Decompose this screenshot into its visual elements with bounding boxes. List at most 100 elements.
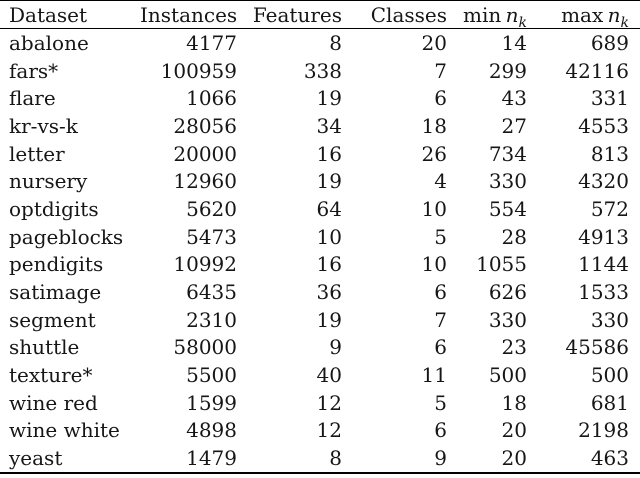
cell-max_nk: 331 (590, 86, 629, 111)
table-row: letter 20000 16 26 734 813 (0, 140, 640, 168)
cell-features: 9 (329, 335, 342, 360)
table-row: yeast 1479 8 9 20 463 (0, 444, 640, 473)
table-body: abalone 4177 8 20 14 689 fars* 100959 338 7 299 421… (0, 29, 640, 474)
cell-max_nk: 1533 (578, 280, 629, 305)
cell-dataset: satimage (9, 280, 102, 305)
cell-dataset: wine red (9, 390, 98, 415)
cell-features: 16 (316, 252, 342, 277)
cell-instances: 5500 (186, 363, 237, 388)
table-row: flare 1066 19 6 43 331 (0, 84, 640, 112)
cell-instances: 4898 (186, 418, 237, 443)
cell-max_nk: 463 (590, 446, 629, 471)
cell-dataset: yeast (9, 446, 63, 471)
cell-max_nk: 45586 (565, 335, 629, 360)
cell-classes: 10 (421, 252, 447, 277)
cell-classes: 20 (421, 30, 447, 55)
math-subscript-k: k (518, 14, 527, 31)
cell-dataset: fars* (9, 58, 59, 83)
table-row: nursery 12960 19 4 330 4320 (0, 167, 640, 195)
table-row: texture* 5500 40 11 500 500 (0, 361, 640, 389)
table-row: fars* 100959 338 7 299 42116 (0, 57, 640, 85)
cell-classes: 5 (434, 224, 447, 249)
cell-instances: 100959 (160, 58, 237, 83)
cell-dataset: texture* (9, 363, 93, 388)
cell-min_nk: 23 (501, 335, 527, 360)
cell-min_nk: 14 (501, 30, 527, 55)
col-header-classes: Classes (342, 0, 447, 29)
min-operator-label: min (462, 2, 502, 27)
cell-instances: 6435 (186, 280, 237, 305)
cell-max_nk: 330 (590, 307, 629, 332)
cell-features: 64 (316, 196, 342, 221)
cell-features: 34 (316, 113, 342, 138)
table-row: segment 2310 19 7 330 330 (0, 306, 640, 334)
header-row: Dataset Instances Features Classes min nk… (0, 0, 640, 31)
cell-dataset: pendigits (9, 252, 104, 277)
cell-classes: 7 (434, 307, 447, 332)
table-row: wine white 4898 12 6 20 2198 (0, 417, 640, 445)
cell-features: 10 (316, 224, 342, 249)
col-header-max-nk: max nk (527, 0, 640, 31)
cell-max_nk: 572 (590, 196, 629, 221)
cell-instances: 12960 (173, 169, 237, 194)
cell-features: 19 (316, 86, 342, 111)
math-subscript-k: k (620, 14, 629, 31)
cell-classes: 5 (434, 390, 447, 415)
cell-max_nk: 4320 (578, 169, 629, 194)
cell-classes: 6 (434, 418, 447, 443)
cell-features: 8 (329, 446, 342, 471)
cell-instances: 1479 (186, 446, 237, 471)
cell-classes: 10 (421, 196, 447, 221)
max-operator-label: max (561, 2, 604, 27)
cell-classes: 6 (434, 335, 447, 360)
cell-dataset: letter (9, 141, 65, 166)
table-row: abalone 4177 8 20 14 689 (0, 29, 640, 57)
cell-features: 8 (329, 30, 342, 55)
cell-max_nk: 689 (590, 30, 629, 55)
cell-classes: 4 (434, 169, 447, 194)
cell-dataset: flare (9, 86, 56, 111)
cell-features: 338 (303, 58, 342, 83)
cell-min_nk: 18 (501, 390, 527, 415)
col-header-features: Features (237, 0, 342, 29)
cell-min_nk: 626 (488, 280, 527, 305)
table-row: wine red 1599 12 5 18 681 (0, 389, 640, 417)
cell-max_nk: 813 (590, 141, 629, 166)
cell-features: 12 (316, 390, 342, 415)
cell-classes: 6 (434, 280, 447, 305)
table-row: shuttle 58000 9 6 23 45586 (0, 334, 640, 362)
cell-min_nk: 500 (488, 363, 527, 388)
cell-instances: 1599 (186, 390, 237, 415)
cell-features: 19 (316, 169, 342, 194)
table-row: pendigits 10992 16 10 1055 1144 (0, 251, 640, 279)
math-var-n: n (505, 2, 519, 27)
cell-features: 12 (316, 418, 342, 443)
cell-features: 16 (316, 141, 342, 166)
cell-dataset: pageblocks (9, 224, 124, 249)
cell-dataset: kr-vs-k (9, 113, 78, 138)
math-var-n: n (607, 2, 621, 27)
cell-dataset: wine white (9, 418, 120, 443)
cell-dataset: shuttle (9, 335, 80, 360)
cell-min_nk: 330 (488, 169, 527, 194)
cell-max_nk: 4913 (578, 224, 629, 249)
cell-min_nk: 20 (501, 446, 527, 471)
cell-instances: 4177 (186, 30, 237, 55)
col-header-min-nk: min nk (447, 0, 527, 31)
cell-instances: 1066 (186, 86, 237, 111)
cell-min_nk: 1055 (476, 252, 527, 277)
cell-instances: 5620 (186, 196, 237, 221)
cell-instances: 28056 (173, 113, 237, 138)
cell-dataset: optdigits (9, 196, 99, 221)
cell-min_nk: 27 (501, 113, 527, 138)
cell-max_nk: 4553 (578, 113, 629, 138)
cell-max_nk: 42116 (565, 58, 629, 83)
cell-min_nk: 20 (501, 418, 527, 443)
cell-features: 19 (316, 307, 342, 332)
cell-features: 36 (316, 280, 342, 305)
cell-min_nk: 734 (488, 141, 527, 166)
cell-dataset: nursery (9, 169, 88, 194)
cell-dataset: segment (9, 307, 96, 332)
cell-instances: 5473 (186, 224, 237, 249)
